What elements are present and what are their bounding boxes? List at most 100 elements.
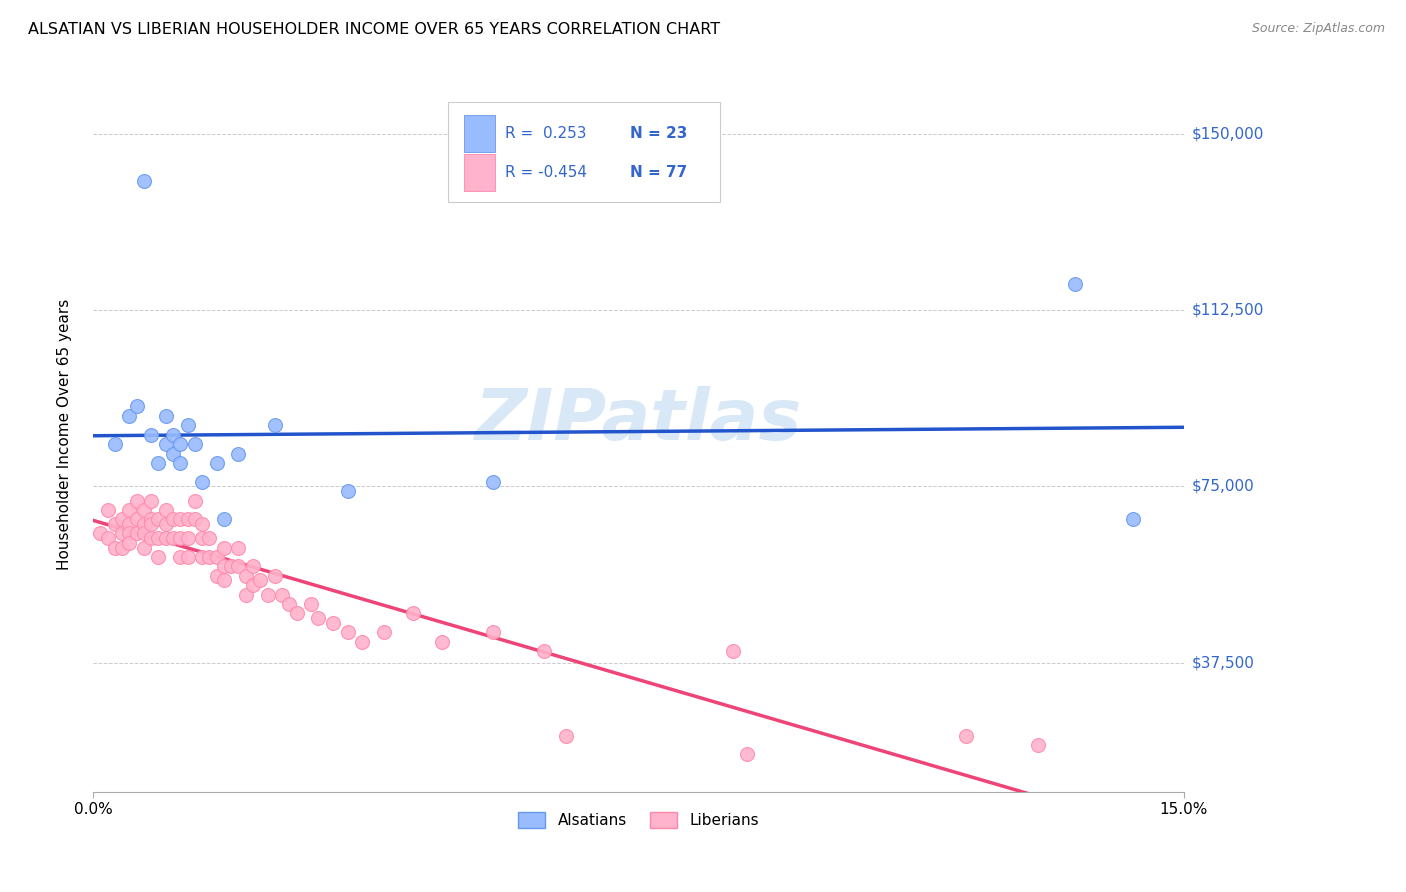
Point [111, 512, 134, 526]
Point [228, 446, 250, 460]
Point [263, 418, 285, 433]
Point [955, 729, 977, 743]
Point [118, 536, 141, 550]
Point [191, 475, 214, 489]
Point [125, 512, 148, 526]
Text: $150,000: $150,000 [1192, 127, 1264, 141]
Point [132, 174, 155, 188]
FancyBboxPatch shape [447, 103, 720, 202]
Point [299, 597, 322, 611]
Y-axis label: Householder Income Over 65 years: Householder Income Over 65 years [58, 299, 72, 570]
Point [430, 634, 453, 648]
Point [285, 607, 308, 621]
Point [212, 574, 235, 588]
Point [132, 526, 155, 541]
Point [228, 559, 250, 574]
Point [205, 456, 228, 470]
Point [132, 516, 155, 531]
Text: ALSATIAN VS LIBERIAN HOUSEHOLDER INCOME OVER 65 YEARS CORRELATION CHART: ALSATIAN VS LIBERIAN HOUSEHOLDER INCOME … [28, 22, 720, 37]
Point [176, 531, 198, 545]
Point [169, 456, 191, 470]
Text: R = -0.454: R = -0.454 [505, 165, 588, 180]
Point [554, 729, 576, 743]
Point [322, 615, 344, 630]
FancyBboxPatch shape [464, 154, 495, 191]
Point [533, 644, 555, 658]
Point [184, 493, 207, 508]
Point [482, 625, 505, 640]
Point [271, 588, 294, 602]
Point [191, 531, 214, 545]
Point [141, 516, 163, 531]
Point [162, 427, 184, 442]
Point [155, 531, 177, 545]
Point [721, 644, 744, 658]
Text: N = 77: N = 77 [630, 165, 688, 180]
Point [307, 611, 329, 625]
Point [198, 531, 221, 545]
Point [148, 512, 170, 526]
Point [155, 409, 177, 423]
Point [118, 409, 141, 423]
Point [228, 541, 250, 555]
Point [148, 531, 170, 545]
Point [148, 456, 170, 470]
Text: $37,500: $37,500 [1192, 656, 1256, 670]
Point [125, 526, 148, 541]
Text: Source: ZipAtlas.com: Source: ZipAtlas.com [1251, 22, 1385, 36]
Text: ZIPatlas: ZIPatlas [475, 386, 801, 455]
Point [278, 597, 301, 611]
Point [169, 531, 191, 545]
Point [162, 512, 184, 526]
Point [336, 625, 359, 640]
FancyBboxPatch shape [464, 114, 495, 152]
Point [162, 446, 184, 460]
Point [89, 526, 111, 541]
Point [482, 475, 505, 489]
Point [336, 484, 359, 499]
Point [169, 437, 191, 451]
Point [155, 437, 177, 451]
Point [205, 549, 228, 564]
Point [169, 512, 191, 526]
Point [155, 503, 177, 517]
Point [212, 559, 235, 574]
Point [352, 634, 374, 648]
Point [176, 418, 198, 433]
Point [148, 549, 170, 564]
Point [132, 503, 155, 517]
Point [242, 578, 264, 592]
Point [118, 516, 141, 531]
Point [219, 559, 242, 574]
Point [125, 400, 148, 414]
Point [184, 512, 207, 526]
Point [212, 512, 235, 526]
Point [111, 541, 134, 555]
Point [118, 503, 141, 517]
Point [155, 516, 177, 531]
Point [141, 427, 163, 442]
Point [242, 559, 264, 574]
Point [141, 512, 163, 526]
Point [141, 493, 163, 508]
Point [1122, 512, 1144, 526]
Point [737, 747, 759, 762]
Point [184, 437, 207, 451]
Point [373, 625, 395, 640]
Point [176, 549, 198, 564]
Point [191, 516, 214, 531]
Point [205, 568, 228, 582]
Point [104, 541, 127, 555]
Point [96, 503, 118, 517]
Point [256, 588, 278, 602]
Point [235, 568, 257, 582]
Point [169, 549, 191, 564]
Point [1026, 738, 1049, 752]
Point [104, 516, 127, 531]
Text: R =  0.253: R = 0.253 [505, 126, 586, 141]
Point [176, 512, 198, 526]
Legend: Alsatians, Liberians: Alsatians, Liberians [512, 806, 765, 834]
Point [111, 526, 134, 541]
Point [118, 526, 141, 541]
Point [212, 541, 235, 555]
